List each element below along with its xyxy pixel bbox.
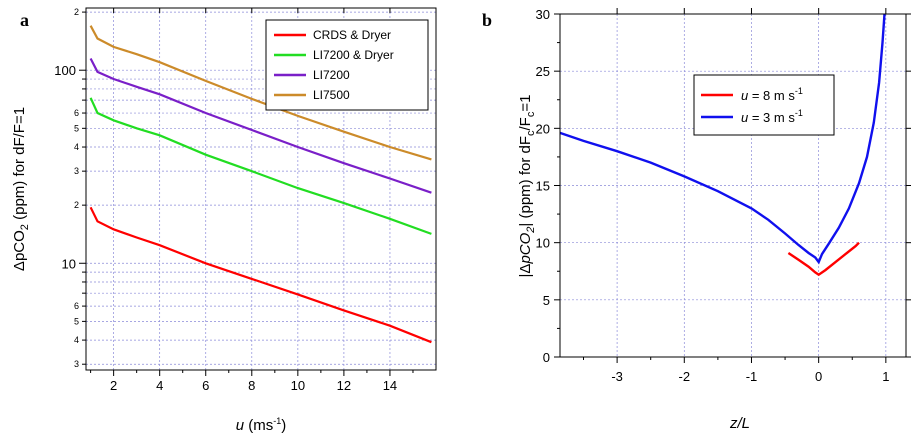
panel-a-plot-frame	[85, 7, 437, 371]
panel-b-y-tick-label: 5	[543, 293, 550, 308]
panel-a-legend-label: LI7500	[313, 88, 350, 102]
panel-a-series-line-1	[89, 97, 432, 235]
panel-a-y-minor-tick-label: 3	[74, 359, 79, 369]
panel-a-legend-entries: CRDS & Dryer LI7200 & Dryer LI7200 LI7500	[274, 28, 394, 102]
panel-b-x-tick-label: 0	[815, 369, 822, 384]
panel-a-ylabel-sub: 2	[19, 224, 31, 230]
panel-b-legend-box	[693, 74, 835, 136]
panel-a-x-tick-label: 2	[110, 378, 117, 393]
panel-a-x-tick-label: 8	[248, 378, 255, 393]
panel-a-y-axis-label: ΔpCO2 (ppm) for dF/F=1	[11, 107, 31, 271]
panel-a-y-minor-tick-label: 5	[74, 316, 79, 326]
panel-a-y-minor-tick-label: 5	[74, 123, 79, 133]
panel-a-ticks	[79, 8, 414, 376]
panel-b-x-tick-label: 1	[882, 369, 889, 384]
panel-b-y-tick-label: 15	[536, 179, 550, 194]
panel-a-series-line-3	[89, 25, 432, 161]
panel-b-ticks	[554, 8, 911, 363]
panel-a: a 2 4 6 8 10 12 14 10 100 3 4 5 6 2 3 4 5 6 2 CRDS & Dryer…	[11, 7, 437, 434]
panel-a-x-tick-label: 6	[202, 378, 209, 393]
panel-a-legend-label: CRDS & Dryer	[313, 28, 391, 42]
panel-a-y-minor-tick-label: 4	[74, 335, 79, 345]
panel-a-x-tick-label: 10	[291, 378, 305, 393]
panel-b-ylabel-d: /F	[517, 117, 534, 130]
panel-a-y-minor-tick-label: 2	[74, 200, 79, 210]
panel-b-series-lines	[559, 13, 886, 277]
panel-b-series-line-0	[787, 241, 860, 277]
panel-b-x-tick-label: -2	[679, 369, 691, 384]
panel-a-x-tick-label: 4	[156, 378, 163, 393]
panel-a-y-tick-label: 100	[54, 63, 76, 78]
panel-b-ylabel-sub2: c	[525, 130, 537, 136]
panel-b-ylabel-b: pCO	[517, 232, 534, 264]
panel-a-label: a	[20, 10, 29, 30]
panel-a-legend-label: LI7200 & Dryer	[313, 48, 394, 62]
panel-a-ylabel-a: ΔpCO	[11, 230, 28, 271]
panel-b-legend-label: u = 3 m s-1	[741, 108, 803, 125]
panel-b-y-tick-label: 10	[536, 236, 550, 251]
panel-b-y-axis-label: |ΔpCO2| (ppm) for dFc/Fc=1	[517, 95, 537, 278]
panel-b-label: b	[482, 10, 492, 30]
panel-b-y-tick-label: 25	[536, 64, 550, 79]
panel-a-series-lines	[89, 25, 432, 344]
panel-a-ylabel-b: (ppm) for dF/F=1	[11, 107, 28, 224]
panel-a-y-tick-label: 10	[62, 256, 76, 271]
panel-b-legend-entries: u = 8 m s-1 u = 3 m s-1	[701, 86, 803, 125]
panel-a-y-minor-tick-label: 2	[74, 7, 79, 17]
panel-b-ylabel-sub: 2	[525, 227, 537, 234]
panel-a-y-minor-tick-label: 3	[74, 166, 79, 176]
panel-b-ylabel-a: |Δ	[517, 264, 534, 278]
panel-b-ylabel-e: =1	[517, 95, 534, 112]
panel-a-xlabel-c: )	[281, 417, 286, 434]
panel-b-x-axis-label: z/L	[729, 415, 750, 432]
panel-a-y-minor-tick-label: 4	[74, 142, 79, 152]
panel-a-y-minor-tick-label: 6	[74, 301, 79, 311]
panel-a-legend-label: LI7200	[313, 68, 350, 82]
panel-b-series-line-1	[559, 13, 886, 265]
panel-a-xlabel-sup: -1	[273, 416, 281, 426]
panel-a-xlabel-a: u	[236, 417, 245, 434]
panel-b-grid	[560, 13, 906, 358]
panel-b-ylabel-sub3: c	[525, 111, 537, 117]
panel-b-legend: u = 8 m s-1 u = 3 m s-1	[693, 74, 835, 136]
panel-a-x-axis-label: u (ms-1)	[236, 416, 287, 434]
panel-a-series-line-0	[89, 206, 432, 344]
panel-b-y-tick-label: 0	[543, 350, 550, 365]
panel-b-y-tick-label: 30	[536, 7, 550, 22]
panel-b-ylabel-c: | (ppm) for dF	[517, 136, 534, 227]
panel-b-x-tick-label: -1	[746, 369, 758, 384]
panel-a-xlabel-b: (ms	[244, 417, 273, 434]
panel-b-legend-label: u = 8 m s-1	[741, 86, 803, 103]
panel-b-x-tick-label: -3	[611, 369, 623, 384]
panel-b-y-tick-label: 20	[536, 121, 550, 136]
panel-a-x-tick-label: 14	[383, 378, 397, 393]
panel-a-y-minor-tick-label: 6	[74, 108, 79, 118]
panel-a-tick-labels: 2 4 6 8 10 12 14 10 100 3 4 5 6 2 3 4 5 6 2	[54, 7, 397, 393]
panel-a-legend: CRDS & Dryer LI7200 & Dryer LI7200 LI7500	[265, 19, 429, 111]
panel-a-x-tick-label: 12	[337, 378, 351, 393]
panel-a-series-line-2	[89, 57, 432, 194]
